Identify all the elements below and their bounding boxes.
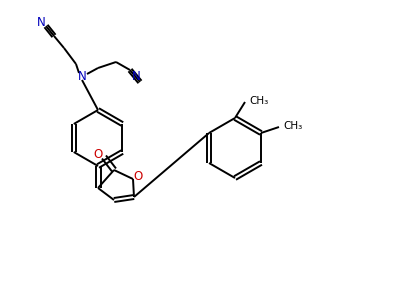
Text: O: O [133,170,143,184]
Text: CH₃: CH₃ [249,96,269,106]
Text: N: N [78,70,86,83]
Text: N: N [132,70,140,83]
Text: CH₃: CH₃ [283,121,303,131]
Text: O: O [93,148,103,160]
Text: N: N [37,16,45,28]
